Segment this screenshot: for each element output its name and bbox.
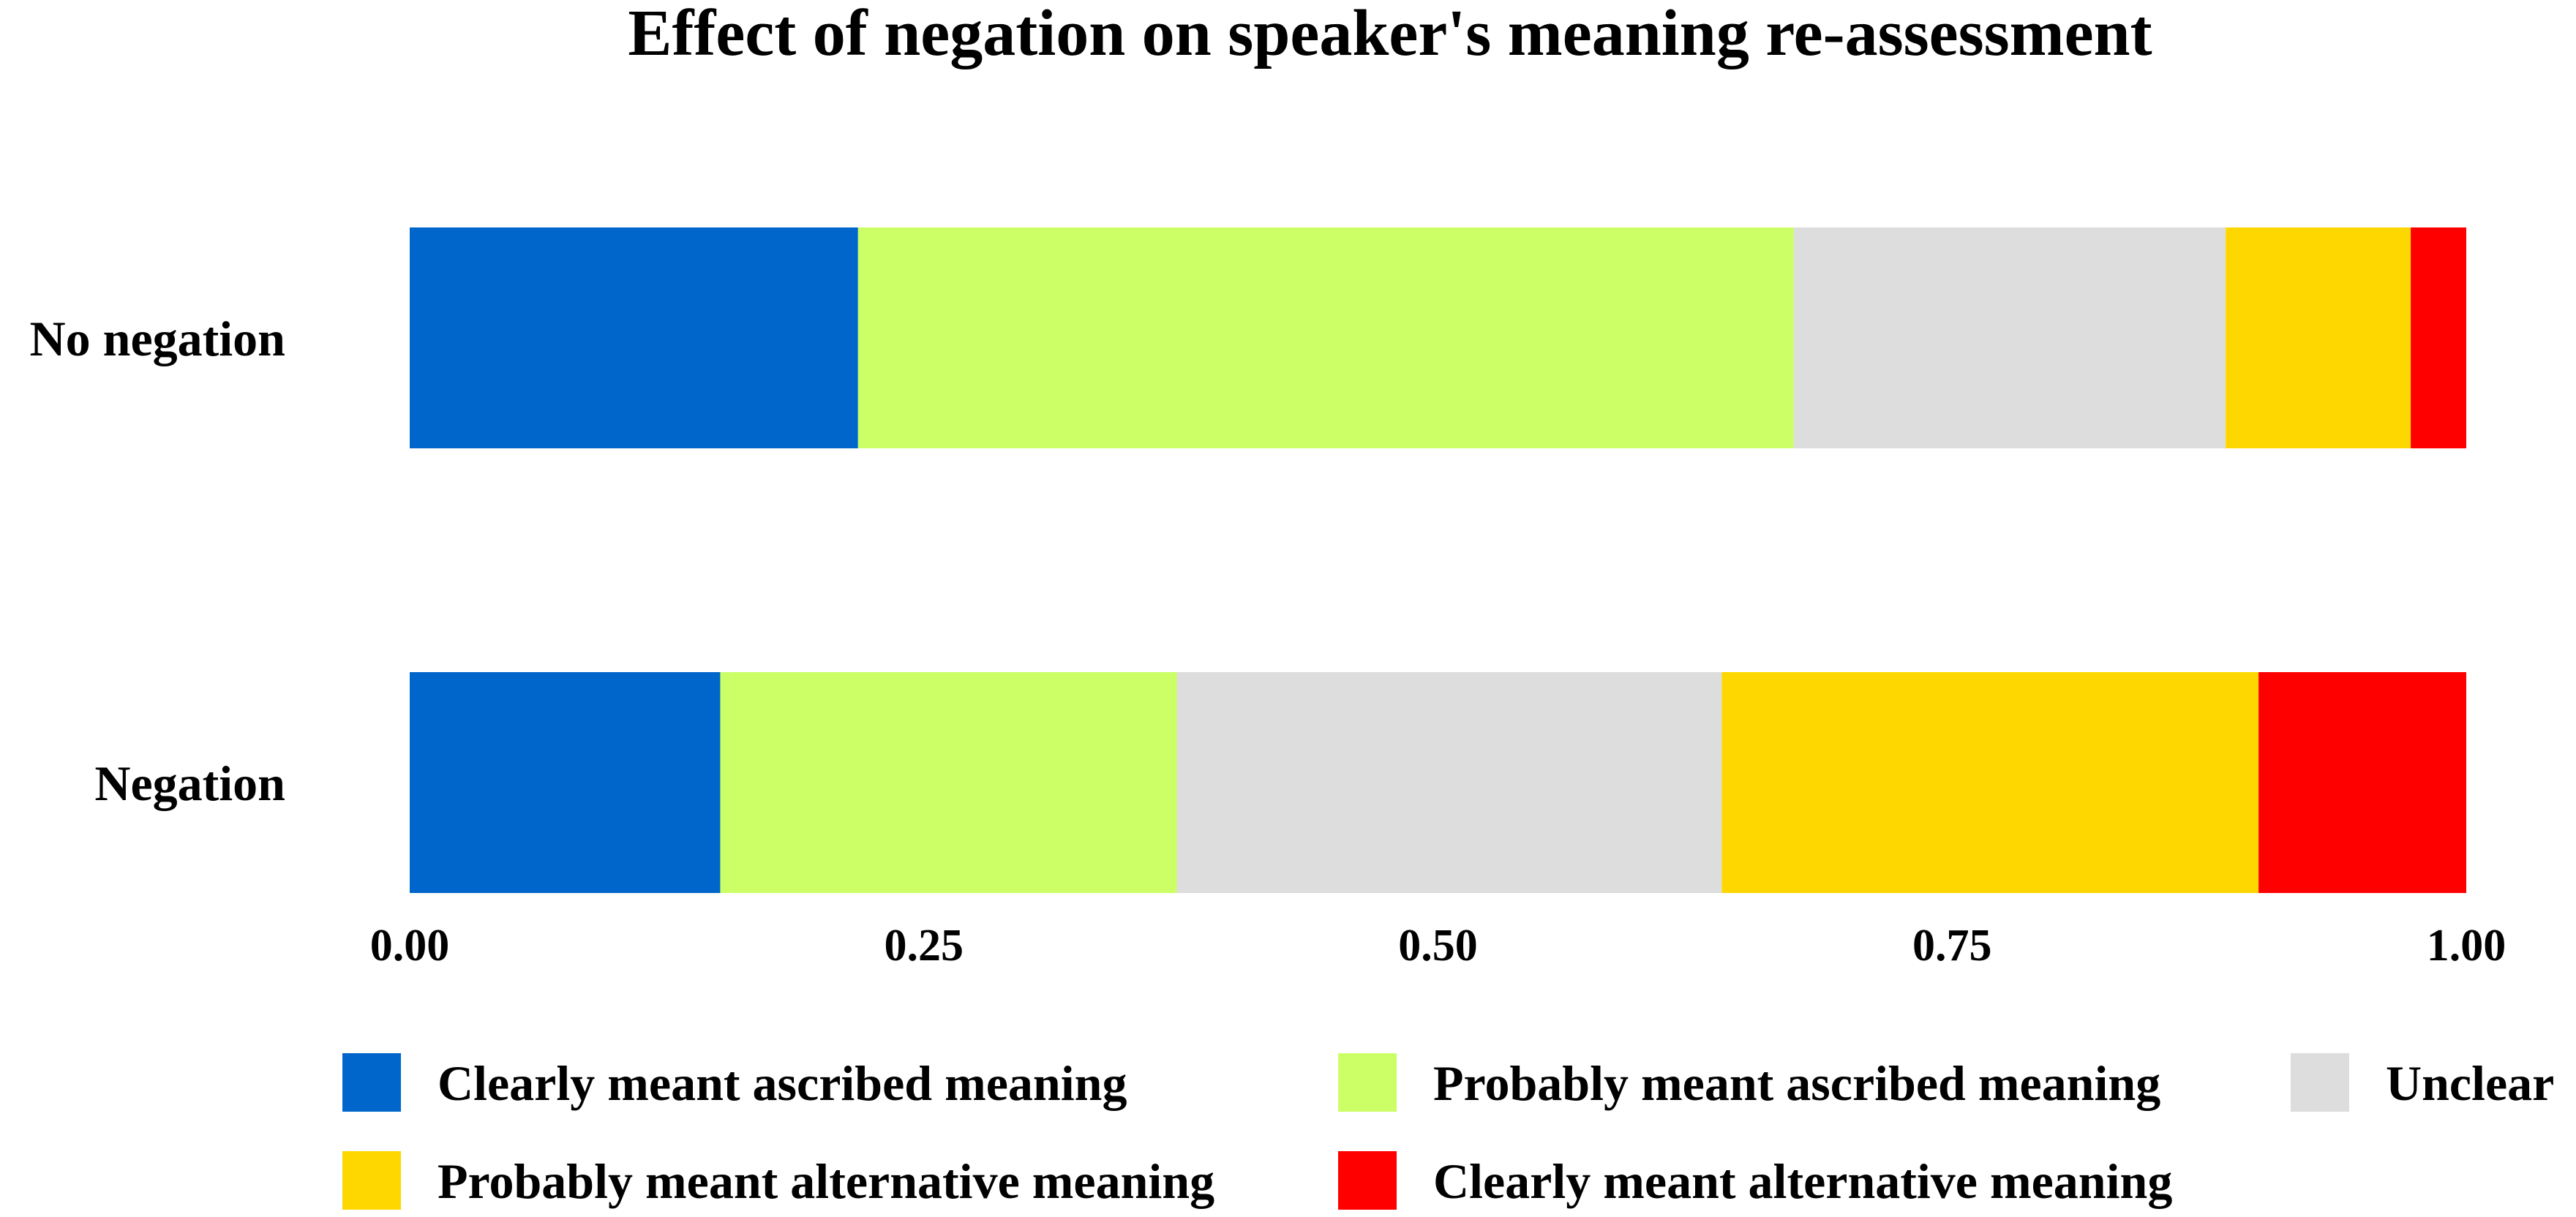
x-tick-label: 0.25 xyxy=(885,921,964,971)
legend-swatch xyxy=(342,1053,401,1112)
legend-label: Clearly meant alternative meaning xyxy=(1433,1153,2172,1209)
legend-swatch xyxy=(1338,1151,1397,1210)
x-axis-ticks: 0.00 0.25 0.50 0.75 1.00 xyxy=(370,921,2506,971)
y-tick-label-negation: Negation xyxy=(94,756,285,811)
bar-segment-no-negation-unclear xyxy=(1793,227,2226,448)
bar-segment-negation-clearly-meant-ascribed-meaning xyxy=(410,672,721,893)
bar-segment-no-negation-probably-meant-ascribed-meaning xyxy=(857,227,1794,448)
y-tick-label-no-negation: No negation xyxy=(30,311,285,366)
bar-segment-negation-clearly-meant-alternative-meaning xyxy=(2258,672,2466,893)
bar-segment-negation-probably-meant-ascribed-meaning xyxy=(720,672,1177,893)
legend-label: Unclear xyxy=(2386,1055,2554,1111)
legend-item-probably-meant-alternative-meaning: Probably meant alternative meaning xyxy=(342,1151,1214,1210)
legend-label: Probably meant ascribed meaning xyxy=(1433,1055,2160,1111)
bar-segment-negation-unclear xyxy=(1176,672,1722,893)
bar-segment-no-negation-clearly-meant-alternative-meaning xyxy=(2411,227,2466,448)
legend-item-clearly-meant-alternative-meaning: Clearly meant alternative meaning xyxy=(1338,1151,2172,1210)
legend-item-unclear: Unclear xyxy=(2291,1053,2554,1112)
bars-layer xyxy=(410,227,2466,893)
x-tick-label: 1.00 xyxy=(2427,921,2506,971)
bar-segment-negation-probably-meant-alternative-meaning xyxy=(1721,672,2259,893)
legend: Clearly meant ascribed meaning Probably m… xyxy=(342,1053,2554,1210)
chart-title: Effect of negation on speaker's meaning … xyxy=(628,0,2152,69)
legend-item-probably-meant-ascribed-meaning: Probably meant ascribed meaning xyxy=(1338,1053,2160,1112)
bar-segment-no-negation-probably-meant-alternative-meaning xyxy=(2226,227,2411,448)
bar-segment-no-negation-clearly-meant-ascribed-meaning xyxy=(410,227,858,448)
legend-item-clearly-meant-ascribed-meaning: Clearly meant ascribed meaning xyxy=(342,1053,1127,1112)
legend-swatch xyxy=(342,1151,401,1210)
legend-label: Clearly meant ascribed meaning xyxy=(438,1055,1127,1111)
legend-swatch xyxy=(1338,1053,1397,1112)
legend-label: Probably meant alternative meaning xyxy=(438,1153,1214,1209)
x-tick-label: 0.50 xyxy=(1398,921,1478,971)
x-tick-label: 0.75 xyxy=(1912,921,1992,971)
x-tick-label: 0.00 xyxy=(370,921,450,971)
y-axis-labels: No negation Negation xyxy=(30,311,285,811)
legend-swatch xyxy=(2291,1053,2349,1112)
